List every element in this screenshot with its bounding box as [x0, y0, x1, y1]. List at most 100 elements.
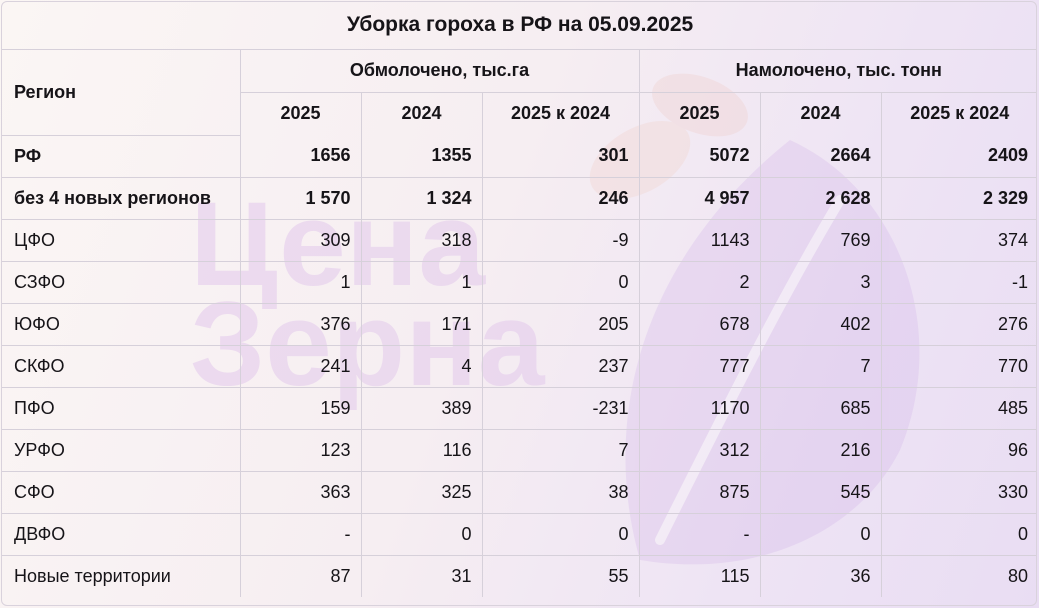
region-name-cell: ДВФО	[2, 512, 241, 556]
value-cell: 0	[880, 512, 1036, 556]
value-cell: 216	[759, 428, 882, 472]
value-cell: 1656	[239, 135, 362, 178]
value-cell: 0	[759, 512, 882, 556]
value-cell: 246	[481, 176, 640, 220]
value-cell: 205	[481, 302, 640, 346]
table-row: ДВФО -0 0-0 0	[2, 512, 1036, 556]
value-cell: 115	[638, 554, 761, 597]
value-cell: 7	[481, 428, 640, 472]
value-cell: 123	[239, 428, 362, 472]
region-name-cell: СКФО	[2, 344, 241, 388]
region-name-cell: РФ	[2, 135, 241, 178]
table-row: РФ 1656 1355 301 5072 2664 2409	[2, 135, 1036, 178]
value-cell: 318	[360, 218, 483, 262]
table-row: УРФО 123 116 7 312 216 96	[2, 428, 1036, 472]
value-cell: 1143	[638, 218, 761, 262]
value-cell: 312	[638, 428, 761, 472]
value-cell: 685	[759, 386, 882, 430]
value-cell: -9	[481, 218, 640, 262]
value-cell: 3	[759, 260, 882, 304]
value-cell: 1170	[638, 386, 761, 430]
value-cell: 36	[759, 554, 882, 597]
value-cell: 769	[759, 218, 882, 262]
value-cell: 55	[481, 554, 640, 597]
value-cell: 363	[239, 470, 362, 514]
table-title: Уборка гороха в РФ на 05.09.2025	[2, 2, 1036, 50]
value-cell: 402	[759, 302, 882, 346]
value-cell: -	[638, 512, 761, 556]
table-row: без 4 новых регионов 1 570 1 324 246 4 957 2 …	[2, 176, 1036, 220]
year-header: 2025 к 2024	[481, 91, 640, 135]
region-column-header: Регион	[2, 48, 241, 136]
table-row: ПФО 159 389 -231 1170 685 485	[2, 386, 1036, 430]
region-name-cell: Новые территории	[2, 554, 241, 597]
value-cell: 325	[360, 470, 483, 514]
year-header: 2024	[360, 91, 483, 135]
region-name-cell: ПФО	[2, 386, 241, 430]
region-name-cell: ЦФО	[2, 218, 241, 262]
value-cell: 777	[638, 344, 761, 388]
value-cell: 276	[880, 302, 1036, 346]
value-cell: 485	[880, 386, 1036, 430]
value-cell: 678	[638, 302, 761, 346]
value-cell: 2	[638, 260, 761, 304]
value-cell: 87	[239, 554, 362, 597]
value-cell: -1	[880, 260, 1036, 304]
value-cell: 171	[360, 302, 483, 346]
value-cell: 2 329	[880, 176, 1036, 220]
value-cell: 376	[239, 302, 362, 346]
value-cell: 875	[638, 470, 761, 514]
region-name-cell: СЗФО	[2, 260, 241, 304]
value-cell: 5072	[638, 135, 761, 178]
value-cell: 4 957	[638, 176, 761, 220]
value-cell: 1355	[360, 135, 483, 178]
value-cell: 31	[360, 554, 483, 597]
value-cell: 330	[880, 470, 1036, 514]
year-header: 2025	[638, 91, 761, 135]
value-cell: 241	[239, 344, 362, 388]
value-cell: -231	[481, 386, 640, 430]
table-row: ЮФО 376 171 205 678 402 276	[2, 302, 1036, 346]
value-cell: 96	[880, 428, 1036, 472]
region-name-cell: УРФО	[2, 428, 241, 472]
value-cell: 159	[239, 386, 362, 430]
value-cell: 4	[360, 344, 483, 388]
value-cell: 2409	[880, 135, 1036, 178]
table-row: Новые территории 87 31 55 115 36 80	[2, 554, 1036, 597]
value-cell: 80	[880, 554, 1036, 597]
value-cell: 237	[481, 344, 640, 388]
region-name-cell: ЮФО	[2, 302, 241, 346]
value-cell: 0	[481, 512, 640, 556]
region-name-cell: СФО	[2, 470, 241, 514]
value-cell: 389	[360, 386, 483, 430]
value-cell: 301	[481, 135, 640, 178]
table-row: СКФО 241 4 237 777 7 770	[2, 344, 1036, 388]
threshed-area-header: Обмолочено, тыс.га	[239, 48, 640, 93]
value-cell: 2 628	[759, 176, 882, 220]
value-cell: 1 324	[360, 176, 483, 220]
table-row: СЗФО 1 1 0 2 3 -1	[2, 260, 1036, 304]
value-cell: 116	[360, 428, 483, 472]
harvest-table: Уборка гороха в РФ на 05.09.2025 Регион …	[2, 2, 1036, 597]
value-cell: 2664	[759, 135, 882, 178]
value-cell: 1 570	[239, 176, 362, 220]
value-cell: 1	[239, 260, 362, 304]
value-cell: 309	[239, 218, 362, 262]
table-row: ЦФО 309 318 -9 1143 769 374	[2, 218, 1036, 262]
year-header: 2024	[759, 91, 882, 135]
year-header: 2025	[240, 91, 362, 135]
value-cell: 770	[880, 344, 1036, 388]
value-cell: 7	[759, 344, 882, 388]
value-cell: 38	[481, 470, 640, 514]
value-cell: 374	[880, 218, 1036, 262]
value-cell: 0	[481, 260, 640, 304]
threshed-yield-header: Намолочено, тыс. тонн	[638, 48, 1036, 93]
region-name-cell: без 4 новых регионов	[2, 176, 241, 220]
value-cell: -	[239, 512, 362, 556]
table-row: СФО 363 325 38 875 545 330	[2, 470, 1036, 514]
value-cell: 1	[360, 260, 483, 304]
year-header: 2025 к 2024	[880, 91, 1036, 135]
value-cell: 0	[360, 512, 483, 556]
value-cell: 545	[759, 470, 882, 514]
